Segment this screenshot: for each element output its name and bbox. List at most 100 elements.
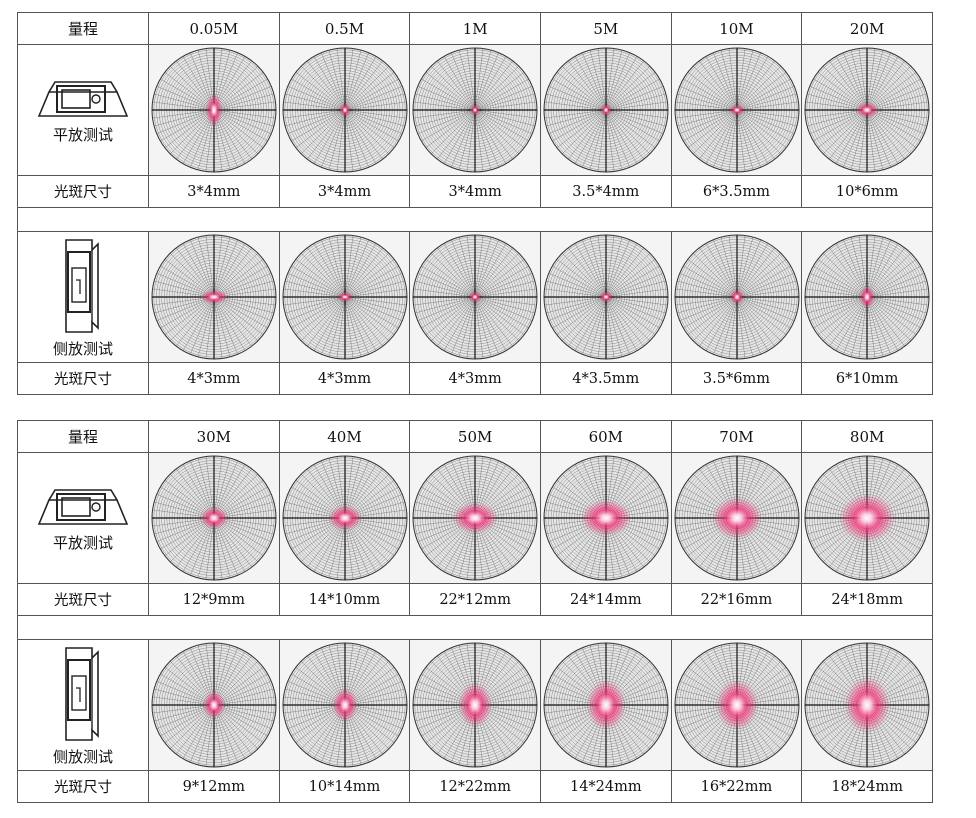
spot-size: 9*12mm: [148, 770, 280, 803]
target-image: [151, 47, 277, 173]
size-label: 光斑尺寸: [17, 175, 149, 208]
spot-image: [409, 231, 541, 363]
side-size-row: 光斑尺寸 4*3mm 4*3mm 4*3mm 4*3.5mm 3.5*6mm 6…: [17, 362, 933, 395]
spot-size: 3*4mm: [278, 175, 411, 208]
spacer-cell: [17, 207, 933, 232]
laser-spot: [598, 291, 613, 303]
target-image: [543, 642, 669, 768]
laser-spot: [327, 505, 362, 531]
spot-size: 4*3.5mm: [539, 362, 672, 395]
spot-size: 3*4mm: [148, 175, 280, 208]
target-image: [804, 642, 930, 768]
spot-size: 10*6mm: [801, 175, 933, 208]
spot-image: [409, 452, 541, 584]
flat-mode-cell: 平放测试: [17, 44, 149, 176]
spot-size: 12*22mm: [409, 770, 541, 803]
target-image: [804, 234, 930, 360]
target-image: [412, 47, 538, 173]
target-image: [674, 47, 800, 173]
table-block-2: 量程 30M 40M 50M 60M 70M 80M 平放测试: [17, 420, 933, 803]
distance-header: 80M: [801, 420, 933, 453]
spot-image: [148, 639, 280, 771]
flat-image-row: 平放测试: [17, 44, 933, 176]
laser-spot: [200, 290, 228, 304]
laser-spot: [711, 497, 762, 539]
laser-spot: [336, 292, 354, 302]
spot-size: 3*4mm: [409, 175, 541, 208]
target-image: [282, 47, 408, 173]
spot-size: 16*22mm: [670, 770, 803, 803]
target-image: [543, 234, 669, 360]
spot-image: [670, 452, 803, 584]
spot-size: 24*18mm: [801, 583, 933, 616]
target-image: [674, 234, 800, 360]
laser-spot: [332, 688, 358, 722]
distance-header: 20M: [801, 12, 933, 45]
distance-header: 30M: [148, 420, 280, 453]
spot-size: 3.5*4mm: [539, 175, 672, 208]
spot-table-1: 量程 0.05M 0.5M 1M 5M 10M 20M 平放测试: [17, 12, 933, 395]
side-mode-label: 侧放测试: [52, 747, 113, 766]
spot-size: 22*16mm: [670, 583, 803, 616]
laser-spot: [729, 289, 744, 305]
spot-size: 14*24mm: [539, 770, 672, 803]
distance-header: 0.05M: [148, 12, 280, 45]
spot-size: 12*9mm: [148, 583, 280, 616]
laser-spot: [469, 291, 482, 303]
spot-size: 18*24mm: [801, 770, 933, 803]
spot-image: [278, 44, 411, 176]
spot-image: [409, 44, 541, 176]
spot-size: 22*12mm: [409, 583, 541, 616]
target-image: [543, 455, 669, 581]
spot-size: 6*10mm: [801, 362, 933, 395]
flat-mode-cell: 平放测试: [17, 452, 149, 584]
laser-spot: [452, 502, 498, 534]
target-image: [151, 455, 277, 581]
device-flat-icon: [37, 80, 129, 117]
spot-image: [801, 231, 933, 363]
spot-size: 6*3.5mm: [670, 175, 803, 208]
target-image: [804, 455, 930, 581]
range-label: 量程: [17, 12, 149, 45]
table-block-1: 量程 0.05M 0.5M 1M 5M 10M 20M 平放测试: [17, 12, 933, 395]
device-side-icon: [65, 238, 99, 333]
side-image-row: 侧放测试: [17, 639, 933, 771]
laser-spot: [205, 93, 223, 127]
spot-size: 14*10mm: [278, 583, 411, 616]
spot-image: [148, 44, 280, 176]
laser-spot: [339, 103, 351, 117]
laser-spot: [200, 506, 228, 530]
spot-image: [278, 231, 411, 363]
spot-image: [801, 452, 933, 584]
spot-image: [539, 231, 672, 363]
distance-header: 0.5M: [278, 12, 411, 45]
spot-image: [670, 44, 803, 176]
spot-size: 4*3mm: [148, 362, 280, 395]
distance-header: 1M: [409, 12, 541, 45]
target-image: [151, 234, 277, 360]
spot-size: 10*14mm: [278, 770, 411, 803]
target-image: [804, 47, 930, 173]
spot-image: [148, 452, 280, 584]
target-image: [674, 455, 800, 581]
size-label: 光斑尺寸: [17, 770, 149, 803]
side-image-row: 侧放测试: [17, 231, 933, 363]
spot-image: [148, 231, 280, 363]
spot-image: [539, 452, 672, 584]
laser-spot: [715, 679, 758, 731]
laser-spot: [202, 691, 226, 719]
spot-image: [670, 231, 803, 363]
distance-header: 10M: [670, 12, 803, 45]
target-image: [543, 47, 669, 173]
flat-mode-label: 平放测试: [52, 125, 113, 144]
spacer-cell: [17, 615, 933, 640]
laser-spot: [470, 104, 481, 116]
flat-image-row: 平放测试: [17, 452, 933, 584]
spot-image: [801, 639, 933, 771]
distance-header: 5M: [539, 12, 672, 45]
spot-image: [801, 44, 933, 176]
spot-image: [278, 639, 411, 771]
spot-image: [409, 639, 541, 771]
target-image: [412, 234, 538, 360]
side-mode-label: 侧放测试: [52, 339, 113, 358]
